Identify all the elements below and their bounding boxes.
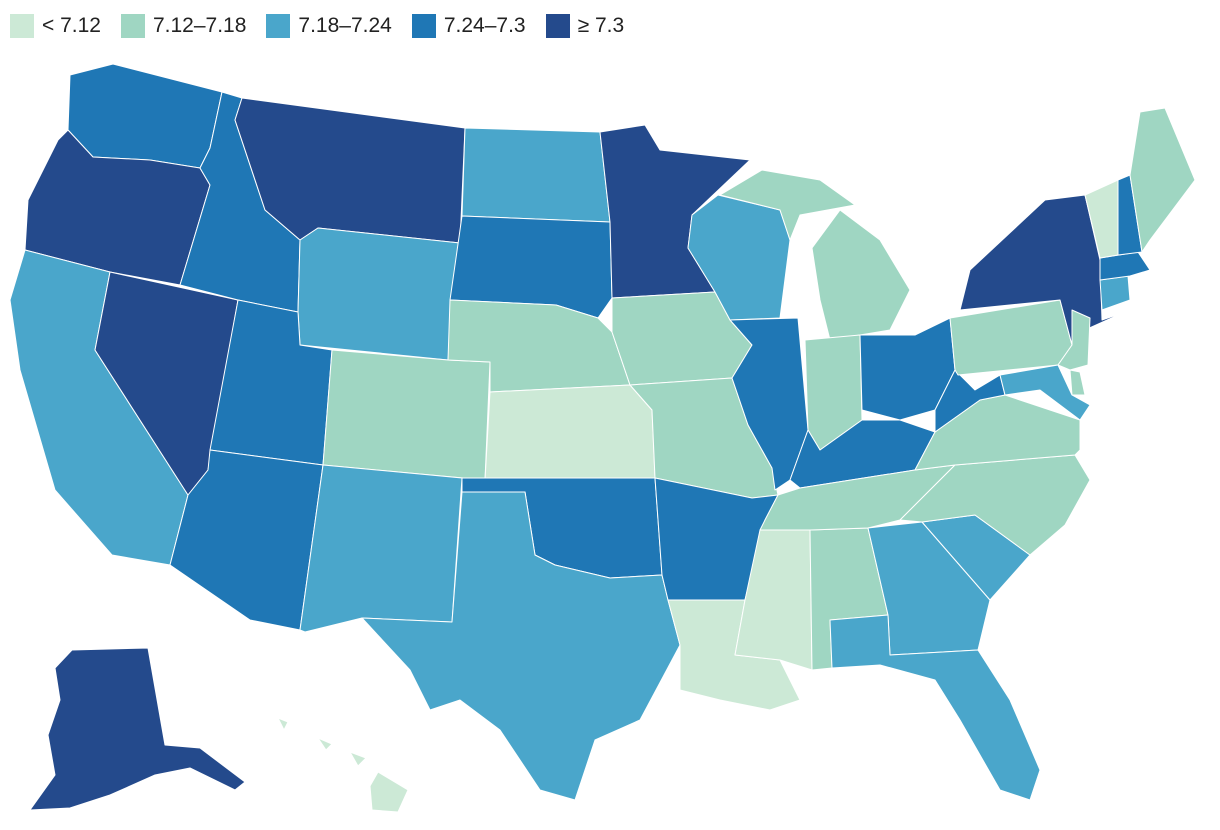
- state-ct[interactable]: [1099, 275, 1131, 311]
- state-ks[interactable]: [484, 384, 656, 481]
- legend-swatch-bin-2: [120, 14, 145, 38]
- state-md[interactable]: [999, 364, 1091, 421]
- legend-item-bin-1: < 7.12: [10, 14, 101, 38]
- legend-swatch-bin-1: [10, 14, 34, 38]
- legend: < 7.12 7.12–7.18 7.18–7.24 7.24–7.3 ≥ 7.…: [10, 14, 644, 38]
- state-ny[interactable]: [959, 194, 1126, 346]
- state-pa[interactable]: [949, 299, 1073, 376]
- legend-swatch-bin-4: [411, 14, 436, 38]
- state-fl[interactable]: [829, 614, 1041, 801]
- state-vt[interactable]: [1084, 179, 1119, 259]
- legend-item-bin-4: 7.24–7.3: [411, 14, 526, 38]
- legend-label-bin-3: 7.18–7.24: [298, 14, 392, 37]
- legend-label-bin-2: 7.12–7.18: [152, 14, 247, 37]
- legend-label-bin-4: 7.24–7.3: [443, 14, 526, 37]
- state-wy[interactable]: [297, 227, 461, 361]
- legend-item-bin-3: 7.18–7.24: [266, 14, 392, 38]
- state-mi[interactable]: [719, 169, 911, 341]
- legend-item-bin-2: 7.12–7.18: [120, 14, 247, 38]
- state-hi[interactable]: [277, 717, 409, 813]
- legend-item-bin-5: ≥ 7.3: [545, 14, 625, 38]
- state-nd[interactable]: [461, 127, 611, 223]
- state-co[interactable]: [322, 349, 491, 481]
- state-wa[interactable]: [67, 63, 223, 169]
- state-nm[interactable]: [299, 464, 463, 633]
- legend-label-bin-5: ≥ 7.3: [577, 14, 625, 37]
- legend-swatch-bin-3: [266, 14, 291, 38]
- legend-label-bin-1: < 7.12: [42, 14, 101, 37]
- state-de[interactable]: [1069, 369, 1086, 396]
- state-me[interactable]: [1129, 107, 1196, 253]
- state-tx[interactable]: [361, 491, 681, 801]
- state-il[interactable]: [729, 317, 809, 491]
- state-ak[interactable]: [29, 647, 246, 811]
- legend-swatch-bin-5: [545, 14, 570, 38]
